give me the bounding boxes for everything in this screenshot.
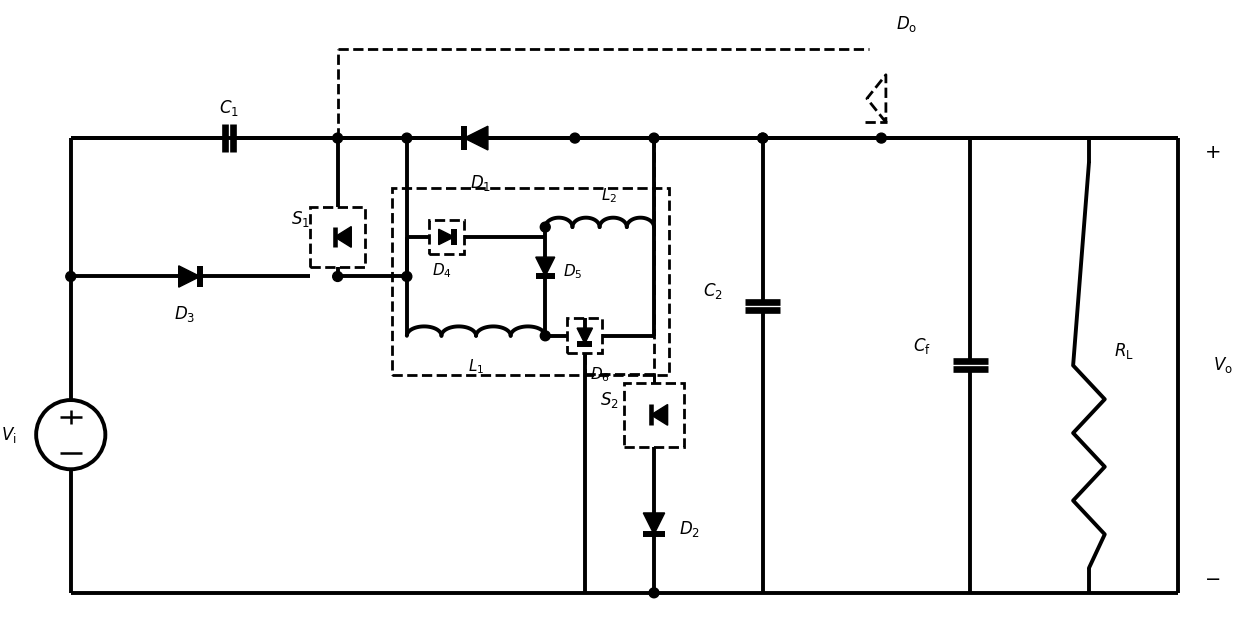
Text: $L_1$: $L_1$ (467, 357, 484, 377)
Text: $L_2$: $L_2$ (601, 186, 618, 205)
Circle shape (877, 133, 887, 143)
Text: $-$: $-$ (1204, 569, 1220, 588)
Polygon shape (439, 229, 454, 245)
Bar (310, 207, 365, 266)
Bar (392, 188, 668, 375)
Circle shape (66, 272, 76, 281)
Text: $C_2$: $C_2$ (703, 281, 723, 301)
Text: $+$: $+$ (1204, 143, 1220, 162)
Polygon shape (179, 266, 200, 287)
Text: $C_1$: $C_1$ (219, 99, 239, 118)
Circle shape (402, 133, 412, 143)
Polygon shape (536, 257, 554, 276)
Circle shape (758, 133, 768, 143)
Text: $D_4$: $D_4$ (432, 261, 451, 280)
Circle shape (649, 133, 658, 143)
Circle shape (541, 331, 551, 341)
Text: $D_3$: $D_3$ (174, 304, 195, 324)
Polygon shape (464, 126, 487, 150)
Polygon shape (651, 404, 667, 425)
Text: $D_5$: $D_5$ (563, 262, 583, 281)
Bar (624, 383, 683, 447)
Text: $S_1$: $S_1$ (290, 209, 310, 229)
Circle shape (402, 272, 412, 281)
Text: $V_\mathrm{i}$: $V_\mathrm{i}$ (1, 425, 16, 445)
Circle shape (541, 222, 551, 232)
Polygon shape (335, 226, 351, 247)
Circle shape (570, 133, 580, 143)
Polygon shape (577, 328, 593, 343)
Circle shape (332, 133, 342, 143)
Bar (568, 319, 603, 353)
Text: $D_6$: $D_6$ (590, 366, 610, 384)
Text: $D_1$: $D_1$ (470, 173, 491, 193)
Circle shape (332, 272, 342, 281)
Text: $C_\mathrm{f}$: $C_\mathrm{f}$ (913, 336, 931, 356)
Circle shape (758, 133, 768, 143)
Text: $D_\mathrm{o}$: $D_\mathrm{o}$ (897, 14, 918, 34)
Text: $R_\mathrm{L}$: $R_\mathrm{L}$ (1114, 341, 1133, 361)
Bar (429, 219, 464, 254)
Text: $D_2$: $D_2$ (678, 518, 699, 539)
Polygon shape (644, 513, 665, 534)
Text: $S_2$: $S_2$ (600, 390, 619, 410)
Text: $V_\mathrm{o}$: $V_\mathrm{o}$ (1213, 356, 1233, 375)
Circle shape (649, 588, 658, 598)
